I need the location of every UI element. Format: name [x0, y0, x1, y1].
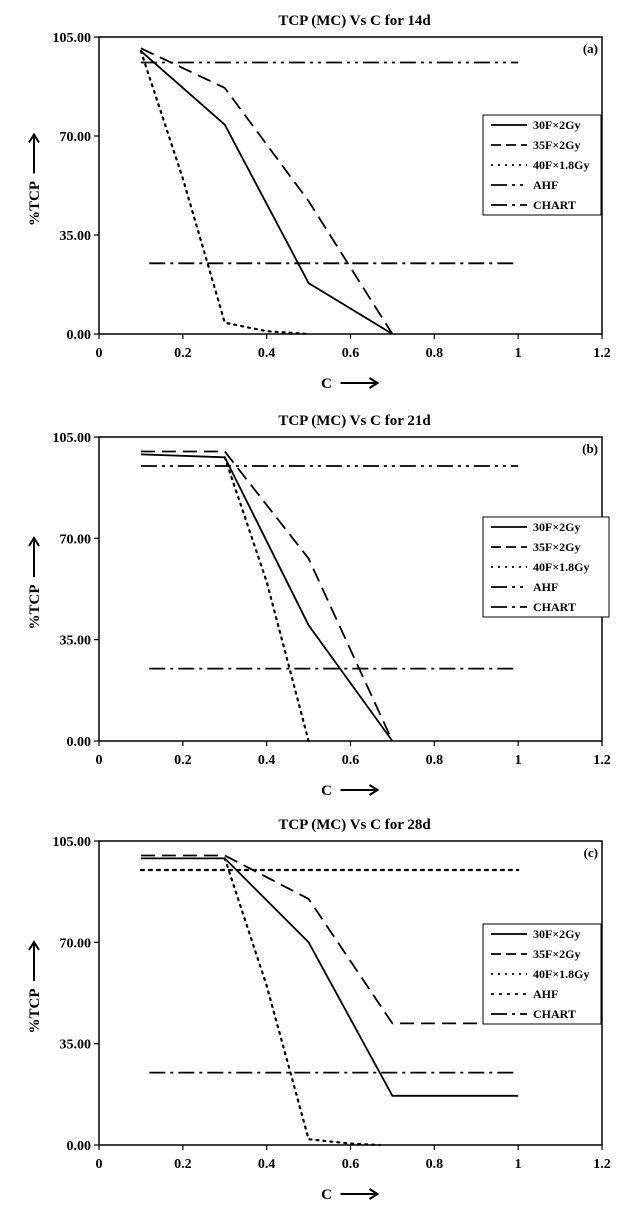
- y-tick-label: 105.00: [53, 431, 92, 446]
- x-tick-label: 0.6: [342, 346, 360, 361]
- legend-label-2: 35F×2Gy: [533, 947, 581, 961]
- chart-title: TCP (MC) Vs C for 28d: [278, 817, 431, 833]
- x-axis-arrow-icon: [340, 1188, 380, 1200]
- x-tick-label: 0: [96, 753, 103, 768]
- legend-label-4: AHF: [533, 580, 558, 594]
- x-tick-label: 0.8: [426, 1157, 444, 1172]
- series-line-1: [140, 453, 394, 742]
- series-line-1: [140, 50, 393, 335]
- legend-label-4: AHF: [533, 178, 558, 192]
- x-tick-label: 1: [515, 1157, 522, 1172]
- x-tick-label: 1: [515, 346, 522, 361]
- chart-panel-1: TCP (MC) Vs C for 14d(a)0.0035.0070.0010…: [27, 13, 611, 392]
- y-axis-arrow-icon: [28, 132, 40, 174]
- y-tick-label: 70.00: [60, 936, 92, 951]
- y-axis-arrow-icon: [28, 940, 40, 981]
- legend: 30F×2Gy 35F×2Gy 40F×1.8Gy AHF CHART: [482, 114, 602, 216]
- legend-label-3: 40F×1.8Gy: [533, 560, 590, 574]
- panel-label: (b): [582, 441, 598, 456]
- y-axis-label: %TCP: [27, 989, 43, 1034]
- legend-label-1: 30F×2Gy: [533, 118, 581, 132]
- y-tick-label: 105.00: [53, 835, 92, 850]
- y-tick-label: 0.00: [67, 1139, 92, 1154]
- x-tick-label: 0.2: [174, 753, 192, 768]
- x-tick-label: 1.2: [593, 753, 611, 768]
- x-tick-label: 0.2: [174, 1157, 192, 1172]
- x-tick-label: 0.8: [426, 346, 444, 361]
- x-tick-label: 0.6: [342, 753, 360, 768]
- legend-box: [482, 516, 610, 618]
- chart-title: TCP (MC) Vs C for 14d: [278, 13, 431, 29]
- y-tick-label: 70.00: [60, 130, 92, 145]
- series-line-2: [140, 854, 519, 1025]
- legend-label-3: 40F×1.8Gy: [533, 967, 590, 981]
- y-axis-label: %TCP: [27, 585, 43, 630]
- legend-box: [482, 114, 602, 216]
- x-tick-label: 1.2: [593, 346, 611, 361]
- chart-panel-3: TCP (MC) Vs C for 28d(c)0.0035.0070.0010…: [27, 817, 611, 1203]
- y-tick-label: 35.00: [60, 1038, 92, 1053]
- legend-label-2: 35F×2Gy: [533, 540, 581, 554]
- x-tick-label: 0: [96, 346, 103, 361]
- x-tick-label: 1: [515, 753, 522, 768]
- x-tick-label: 0.2: [174, 346, 192, 361]
- chart-title: TCP (MC) Vs C for 21d: [278, 413, 431, 429]
- legend-box: [482, 923, 602, 1025]
- legend-label-3: 40F×1.8Gy: [533, 158, 590, 172]
- x-tick-label: 0.8: [426, 753, 444, 768]
- y-axis-arrow-icon: [28, 536, 40, 577]
- y-axis-label: %TCP: [27, 181, 43, 226]
- panel-label: (a): [583, 41, 598, 56]
- x-axis-arrow-icon: [340, 377, 380, 389]
- y-tick-label: 35.00: [60, 634, 92, 649]
- series-line-1: [140, 857, 519, 1097]
- y-tick-label: 70.00: [60, 532, 92, 547]
- x-tick-label: 0.4: [258, 1157, 276, 1172]
- series-line-2: [140, 47, 394, 335]
- x-tick-label: 1.2: [593, 1157, 611, 1172]
- legend-label-2: 35F×2Gy: [533, 138, 581, 152]
- y-tick-label: 105.00: [53, 31, 92, 46]
- y-tick-label: 35.00: [60, 229, 92, 244]
- legend-label-1: 30F×2Gy: [533, 520, 581, 534]
- y-axis-label-group: %TCP: [27, 132, 43, 226]
- series-line-3: [139, 49, 310, 336]
- series-line-2: [140, 450, 394, 742]
- panel-label: (c): [584, 845, 598, 860]
- chart-panel-2: TCP (MC) Vs C for 21d(b)0.0035.0070.0010…: [27, 413, 611, 799]
- y-axis-label-group: %TCP: [27, 536, 43, 630]
- y-tick-label: 0.00: [67, 328, 92, 343]
- legend-label-5: CHART: [533, 1007, 576, 1021]
- x-tick-label: 0: [96, 1157, 103, 1172]
- y-tick-label: 0.00: [67, 735, 92, 750]
- x-tick-label: 0.4: [258, 753, 276, 768]
- x-axis-label: C: [321, 783, 332, 799]
- x-axis-arrow-icon: [340, 784, 380, 796]
- x-axis-label: C: [321, 1187, 332, 1203]
- series-line-3: [223, 857, 381, 1147]
- x-axis-label: C: [321, 376, 332, 392]
- legend-label-4: AHF: [533, 987, 558, 1001]
- legend-label-5: CHART: [533, 198, 576, 212]
- legend: 30F×2Gy 35F×2Gy 40F×1.8Gy AHF CHART: [482, 923, 602, 1025]
- legend-label-1: 30F×2Gy: [533, 927, 581, 941]
- x-tick-label: 0.4: [258, 346, 276, 361]
- legend: 30F×2Gy 35F×2Gy 40F×1.8Gy AHF CHART: [482, 516, 610, 618]
- legend-label-5: CHART: [533, 600, 576, 614]
- x-tick-label: 0.6: [342, 1157, 360, 1172]
- series-line-3: [223, 456, 310, 743]
- y-axis-label-group: %TCP: [27, 940, 43, 1034]
